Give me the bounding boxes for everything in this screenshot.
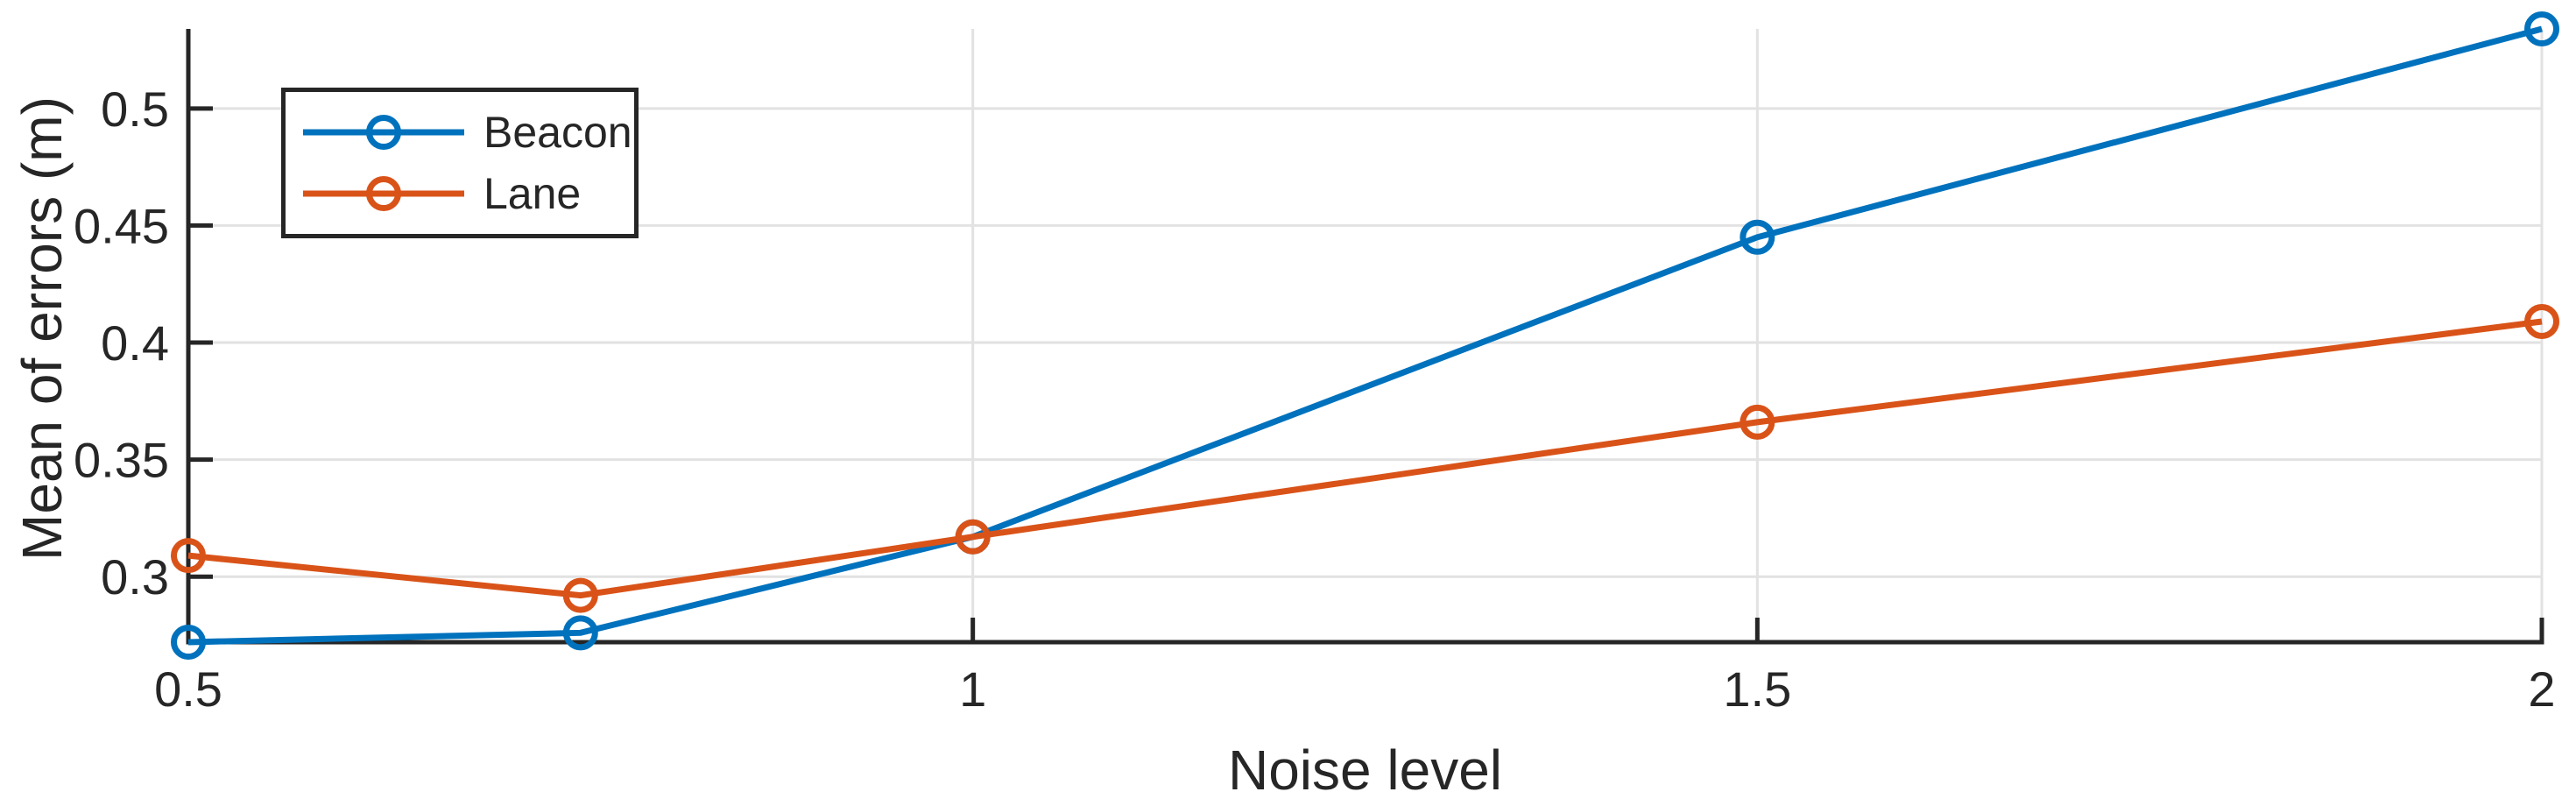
marker-beacon-2 [2524, 11, 2559, 46]
y-tick-label-0.3: 0.3 [101, 549, 169, 605]
y-axis-label: Mean of errors (m) [11, 96, 74, 561]
x-tick-label-2: 2 [2528, 661, 2555, 717]
x-axis-label: Noise level [1227, 739, 1503, 799]
legend: Beacon Lane [281, 88, 639, 238]
y-tick-label-0.4: 0.4 [101, 315, 169, 371]
marker-lane-0.5 [171, 538, 206, 574]
legend-label-beacon: Beacon [483, 108, 632, 157]
series-line-lane [187, 318, 2543, 599]
legend-circle-marker-icon-beacon [366, 115, 401, 150]
y-tick-label-0.35: 0.35 [74, 433, 169, 488]
marker-lane-1 [955, 519, 991, 555]
marker-lane-2 [2524, 303, 2559, 339]
legend-label-lane: Lane [483, 169, 582, 218]
marker-beacon-1.5 [1740, 219, 1775, 255]
x-tick-label-1: 1 [959, 661, 986, 717]
y-tick-label-0.45: 0.45 [74, 198, 169, 253]
x-tick-label-0.5: 0.5 [154, 661, 222, 717]
marker-lane-1.5 [1740, 404, 1775, 440]
y-tick-label-0.5: 0.5 [101, 81, 169, 137]
legend-lane-sample [303, 176, 464, 211]
marker-lane-0.75 [562, 577, 598, 613]
legend-entry-beacon: Beacon [298, 108, 634, 157]
legend-beacon-sample [303, 115, 464, 150]
marker-beacon-0.5 [171, 625, 206, 660]
x-tick-label-1.5: 1.5 [1723, 661, 1791, 717]
marker-beacon-0.75 [562, 615, 598, 651]
legend-circle-marker-icon-lane [366, 176, 401, 211]
legend-entry-lane: Lane [298, 169, 634, 218]
